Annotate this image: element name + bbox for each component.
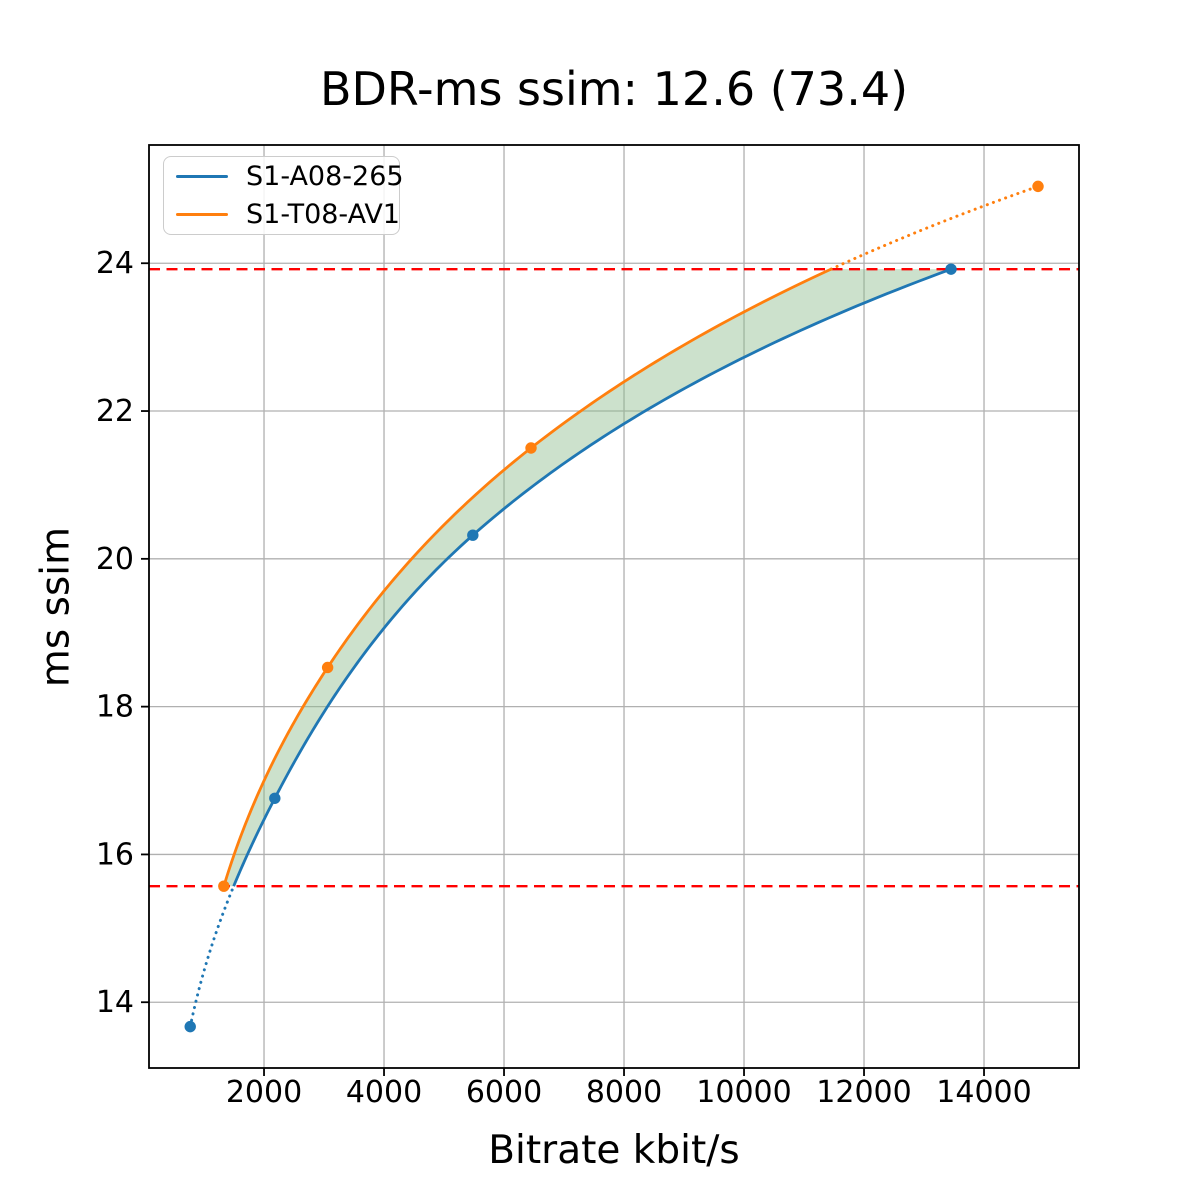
legend-label-s1-a08-265: S1-A08-265: [246, 161, 404, 192]
series-s1-a08-265-dotted-segment: [188, 884, 236, 1029]
x-tick-label: 14000: [936, 1075, 1031, 1110]
x-tick-label: 8000: [586, 1075, 662, 1110]
bd-rate-shaded-region: [223, 269, 952, 887]
data-point-s1-t08-av1-2: [525, 442, 537, 454]
y-tick-label: 24: [96, 246, 134, 281]
y-tick-label: 22: [96, 394, 134, 429]
x-tick-label: 2000: [226, 1075, 302, 1110]
x-tick-label: 4000: [346, 1075, 422, 1110]
plot-border: [148, 144, 1080, 1069]
data-point-s1-a08-265-1: [269, 792, 281, 804]
y-tick-label: 16: [96, 837, 134, 872]
data-point-s1-t08-av1-3: [1032, 180, 1044, 193]
y-axis-label: ms ssim: [33, 526, 79, 688]
series-s1-a08-265-curve: [232, 267, 952, 887]
legend-label-s1-t08-av1: S1-T08-AV1: [246, 199, 400, 230]
series-s1-t08-av1-dotted-segment: [829, 184, 1040, 271]
legend-item-s1-a08-265: S1-A08-265: [176, 163, 404, 190]
chart-title: BDR-ms ssim: 12.6 (73.4): [319, 62, 909, 116]
data-point-s1-t08-av1-1: [321, 661, 334, 674]
data-point-s1-a08-265-0: [184, 1020, 196, 1033]
y-tick-label: 18: [96, 690, 134, 725]
series-s1-t08-av1-curve: [222, 267, 832, 887]
legend: S1-A08-265 S1-T08-AV1: [163, 156, 404, 235]
data-point-s1-a08-265-3: [945, 263, 957, 275]
x-tick-label: 6000: [466, 1075, 542, 1110]
x-tick-label: 10000: [696, 1075, 791, 1110]
data-point-s1-t08-av1-0: [218, 880, 230, 892]
y-tick-label: 20: [96, 542, 134, 577]
x-tick-label: 12000: [816, 1075, 911, 1110]
legend-line-sample-orange: [176, 213, 228, 216]
x-axis-label: Bitrate kbit/s: [488, 1128, 740, 1173]
legend-line-sample-blue: [176, 175, 228, 178]
data-point-s1-a08-265-2: [467, 529, 479, 541]
y-tick-label: 14: [96, 985, 134, 1020]
legend-item-s1-t08-av1: S1-T08-AV1: [176, 199, 400, 230]
